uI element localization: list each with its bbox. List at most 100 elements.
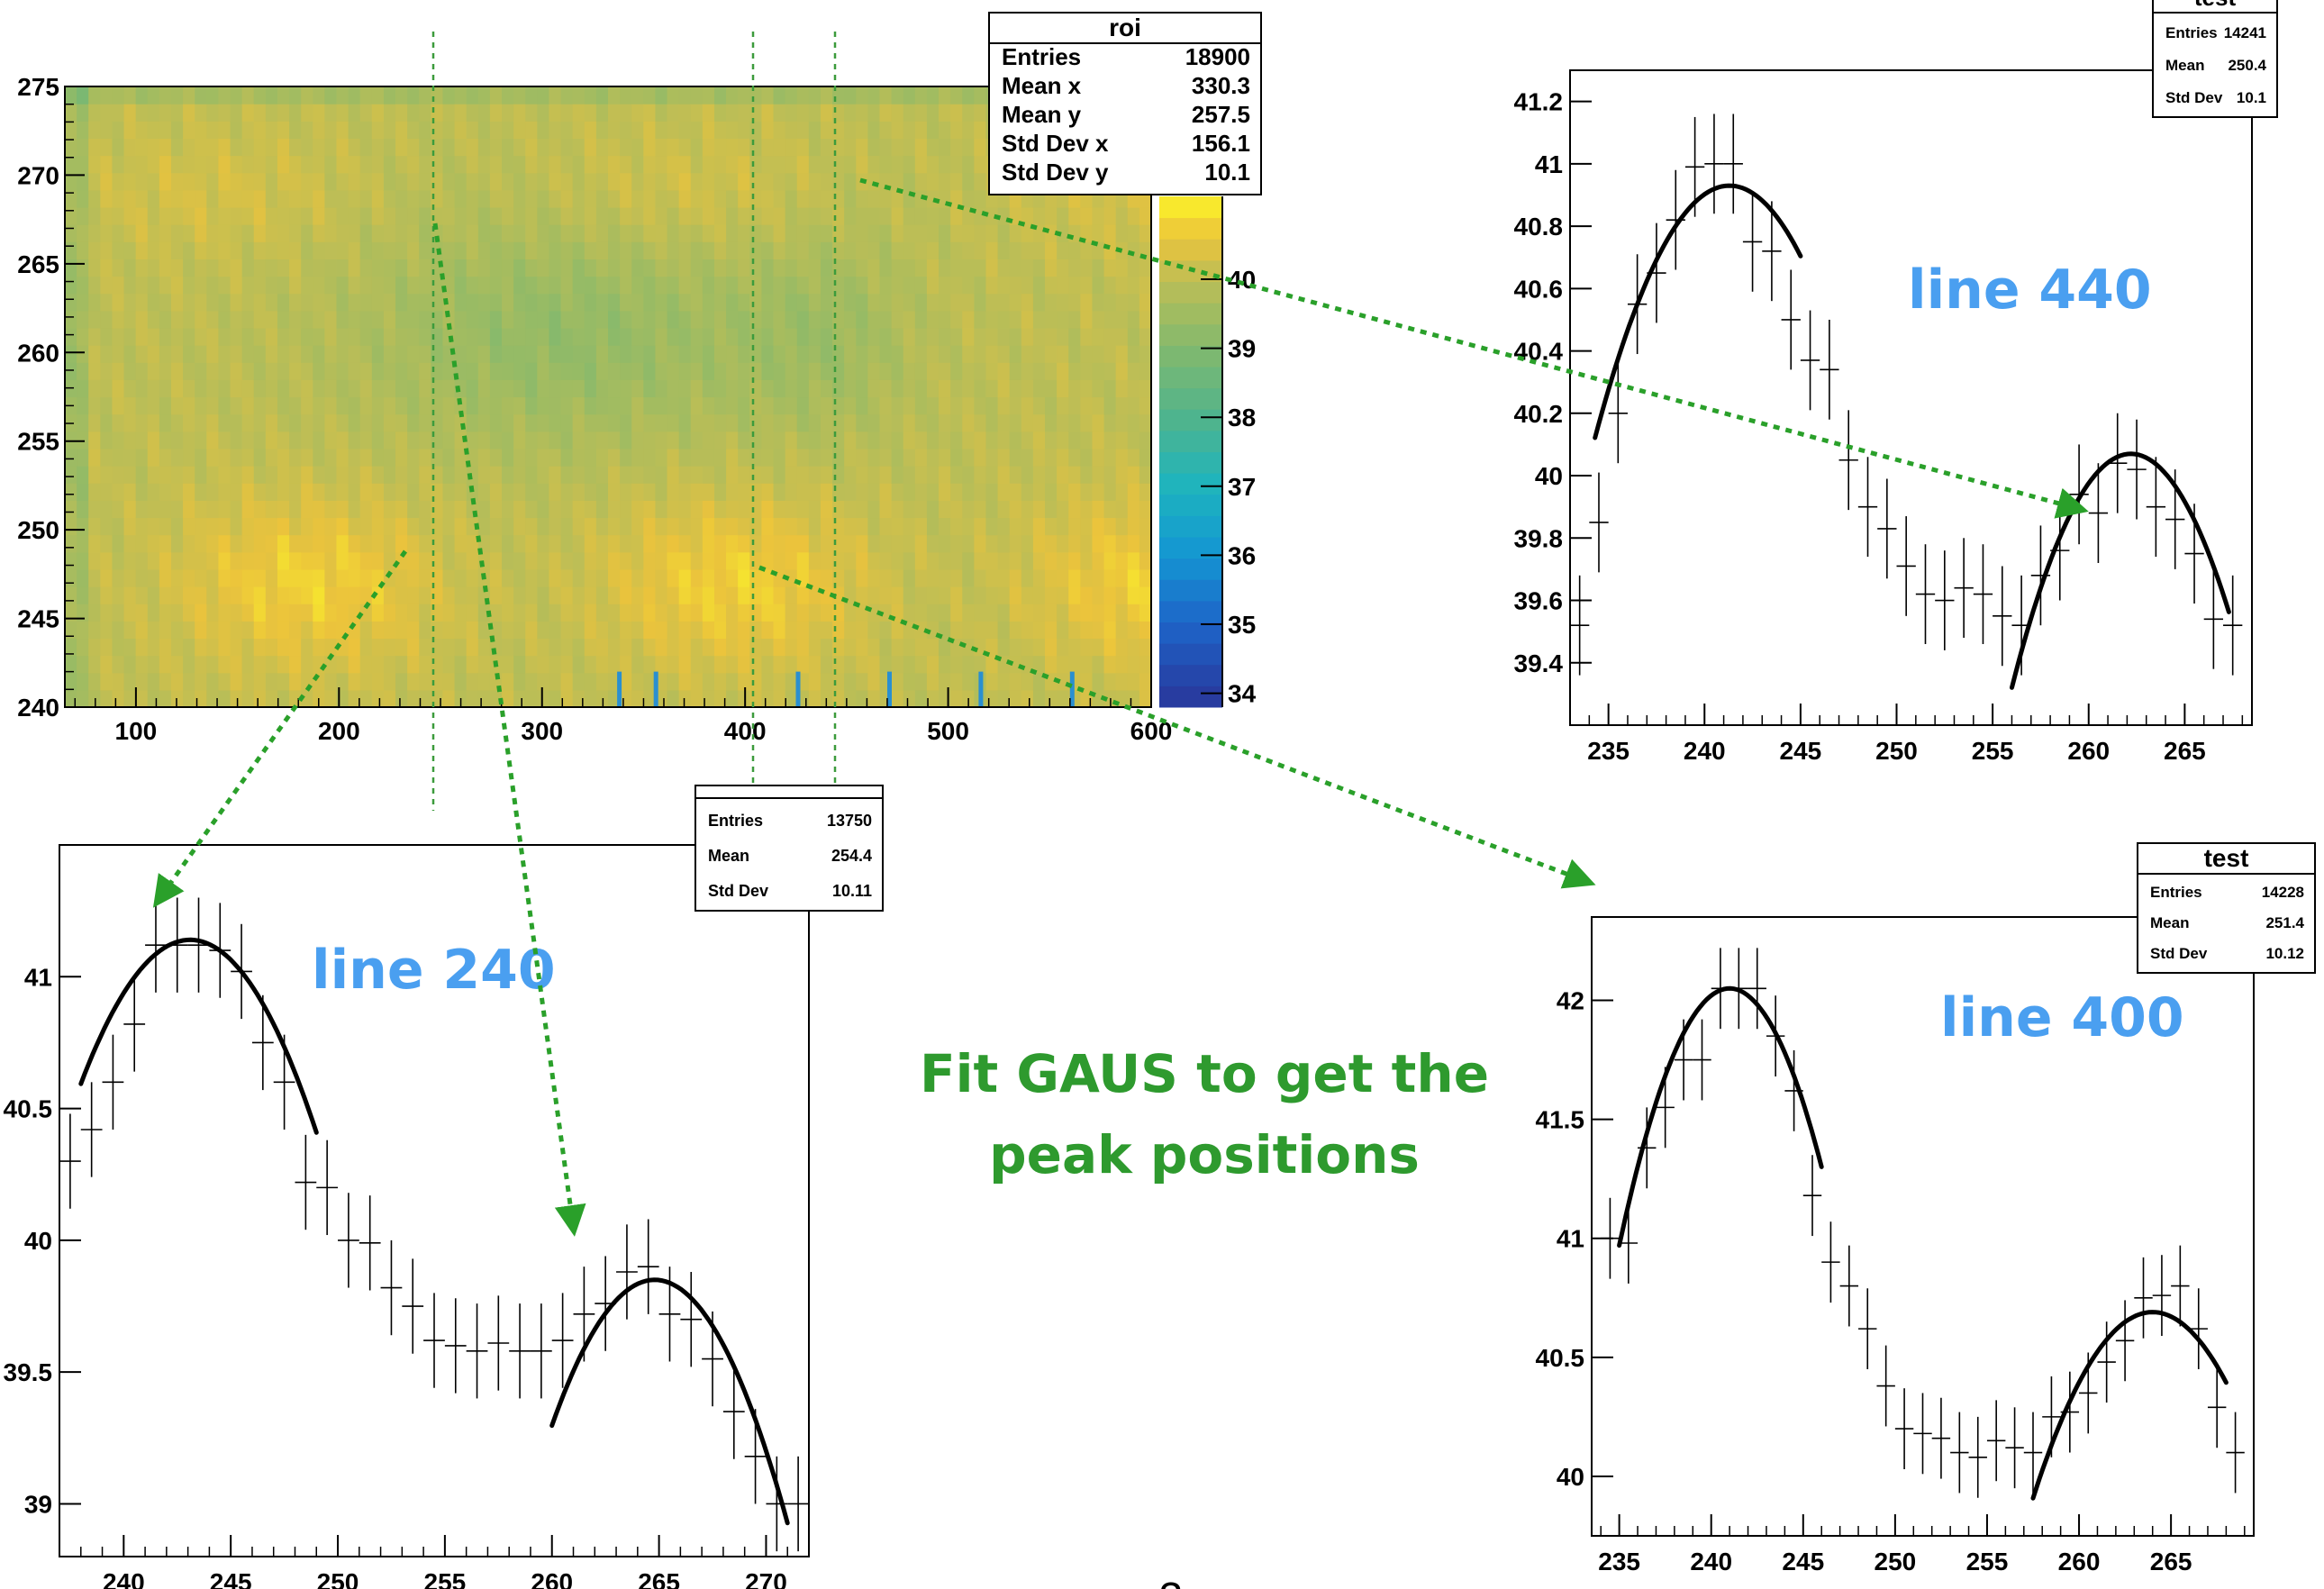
- heatmap-cell: [359, 293, 373, 312]
- heatmap-cell: [678, 689, 692, 708]
- heatmap-cell: [1045, 396, 1058, 415]
- heatmap-cell: [371, 241, 385, 259]
- heatmap-cell: [667, 189, 680, 208]
- heatmap-cell: [313, 534, 325, 553]
- data-point: [102, 1034, 124, 1130]
- heatmap-cell: [489, 379, 503, 398]
- heatmap-cell: [183, 621, 195, 640]
- heatmap-cell: [371, 155, 385, 174]
- heatmap-cell: [856, 396, 868, 415]
- data-point: [466, 1303, 488, 1399]
- heatmap-cell: [183, 104, 195, 122]
- plot-line-label: line 240: [312, 939, 556, 1002]
- heatmap-cell: [820, 310, 833, 329]
- stat-row-value: 251.4: [2265, 914, 2304, 931]
- heatmap-cell: [879, 189, 893, 208]
- heatmap-cell: [313, 121, 325, 140]
- heatmap-cell: [313, 241, 325, 259]
- heatmap-cell: [218, 448, 231, 467]
- heatmap-cell: [738, 655, 750, 674]
- heatmap-cell: [253, 206, 267, 225]
- heatmap-cell: [549, 413, 562, 432]
- heatmap-cell: [454, 86, 468, 104]
- heatmap-cell: [1139, 604, 1152, 622]
- heatmap-cell: [513, 138, 526, 157]
- heatmap-cell: [608, 379, 621, 398]
- heatmap-cell: [1080, 379, 1094, 398]
- heatmap-cell: [856, 379, 868, 398]
- heatmap-cell: [997, 534, 1011, 553]
- heatmap-cell: [135, 86, 149, 104]
- heatmap-cell: [549, 621, 562, 640]
- heatmap-cell: [738, 431, 750, 449]
- heatmap-cell: [1032, 621, 1046, 640]
- data-point: [2152, 1255, 2172, 1337]
- stat-box-frame: [694, 785, 884, 912]
- heatmap-cell: [206, 534, 220, 553]
- heatmap-cell: [77, 551, 89, 570]
- heatmap-cell: [1021, 206, 1034, 225]
- heatmap-cell: [620, 500, 632, 519]
- heatmap-cell: [1127, 604, 1140, 622]
- heatmap-cell: [620, 206, 632, 225]
- heatmap-cell: [808, 345, 822, 363]
- data-point: [1838, 410, 1858, 511]
- heatmap-cell: [820, 345, 833, 363]
- heatmap-cell: [502, 327, 514, 346]
- heatmap-cell: [1068, 241, 1081, 259]
- heatmap-cell: [974, 448, 987, 467]
- annotation-arrow: [152, 549, 408, 908]
- heatmap-cell: [939, 172, 951, 191]
- heatmap-cell: [112, 327, 125, 346]
- heatmap-cell: [489, 604, 503, 622]
- heatmap-cells: [65, 86, 1152, 708]
- heatmap-cell: [950, 500, 963, 519]
- heatmap-cell: [887, 671, 892, 707]
- heatmap-cell: [1127, 483, 1140, 501]
- heatmap-cell: [383, 483, 396, 501]
- heatmap-cell: [584, 448, 597, 467]
- heatmap-cell: [761, 327, 775, 346]
- heatmap-cell: [442, 466, 456, 484]
- heatmap-cell: [914, 466, 928, 484]
- heatmap-cell: [620, 362, 632, 380]
- heatmap-cell: [1103, 517, 1117, 536]
- heatmap-cell: [713, 604, 727, 622]
- heatmap-cell: [773, 396, 786, 415]
- heatmap-cell: [926, 138, 940, 157]
- heatmap-cell: [785, 189, 798, 208]
- heatmap-cell: [620, 276, 632, 295]
- page-number: 3: [1159, 1575, 1184, 1589]
- heatmap-cell: [348, 483, 361, 501]
- plot-frame: [59, 844, 810, 1557]
- heatmap-cell: [643, 138, 657, 157]
- heatmap-cell: [678, 310, 692, 329]
- heatmap-cell: [595, 396, 609, 415]
- heatmap-cell: [253, 345, 267, 363]
- heatmap-cell: [383, 413, 396, 432]
- heatmap-cell: [135, 431, 149, 449]
- heatmap-cell: [359, 121, 373, 140]
- heatmap-cell: [891, 172, 904, 191]
- heatmap-cell: [808, 534, 822, 553]
- heatmap-cell: [147, 155, 160, 174]
- heatmap-cell: [277, 104, 290, 122]
- data-point: [2203, 568, 2224, 669]
- heatmap-cell: [371, 413, 385, 432]
- heatmap-cell: [726, 655, 739, 674]
- heatmap-cell: [939, 241, 951, 259]
- heatmap-cell: [159, 293, 172, 312]
- heatmap-cell: [135, 534, 149, 553]
- heatmap-cell: [879, 534, 893, 553]
- heatmap-cell: [795, 671, 801, 707]
- heatmap-cell: [620, 138, 632, 157]
- heatmap-cell: [1032, 241, 1046, 259]
- heatmap-cell: [77, 362, 89, 380]
- heatmap-cell: [1127, 345, 1140, 363]
- heatmap-cell: [100, 638, 113, 657]
- heatmap-cell: [713, 293, 727, 312]
- heatmap-cell: [560, 138, 574, 157]
- heatmap-cell: [77, 206, 89, 225]
- heatmap-cell: [926, 396, 940, 415]
